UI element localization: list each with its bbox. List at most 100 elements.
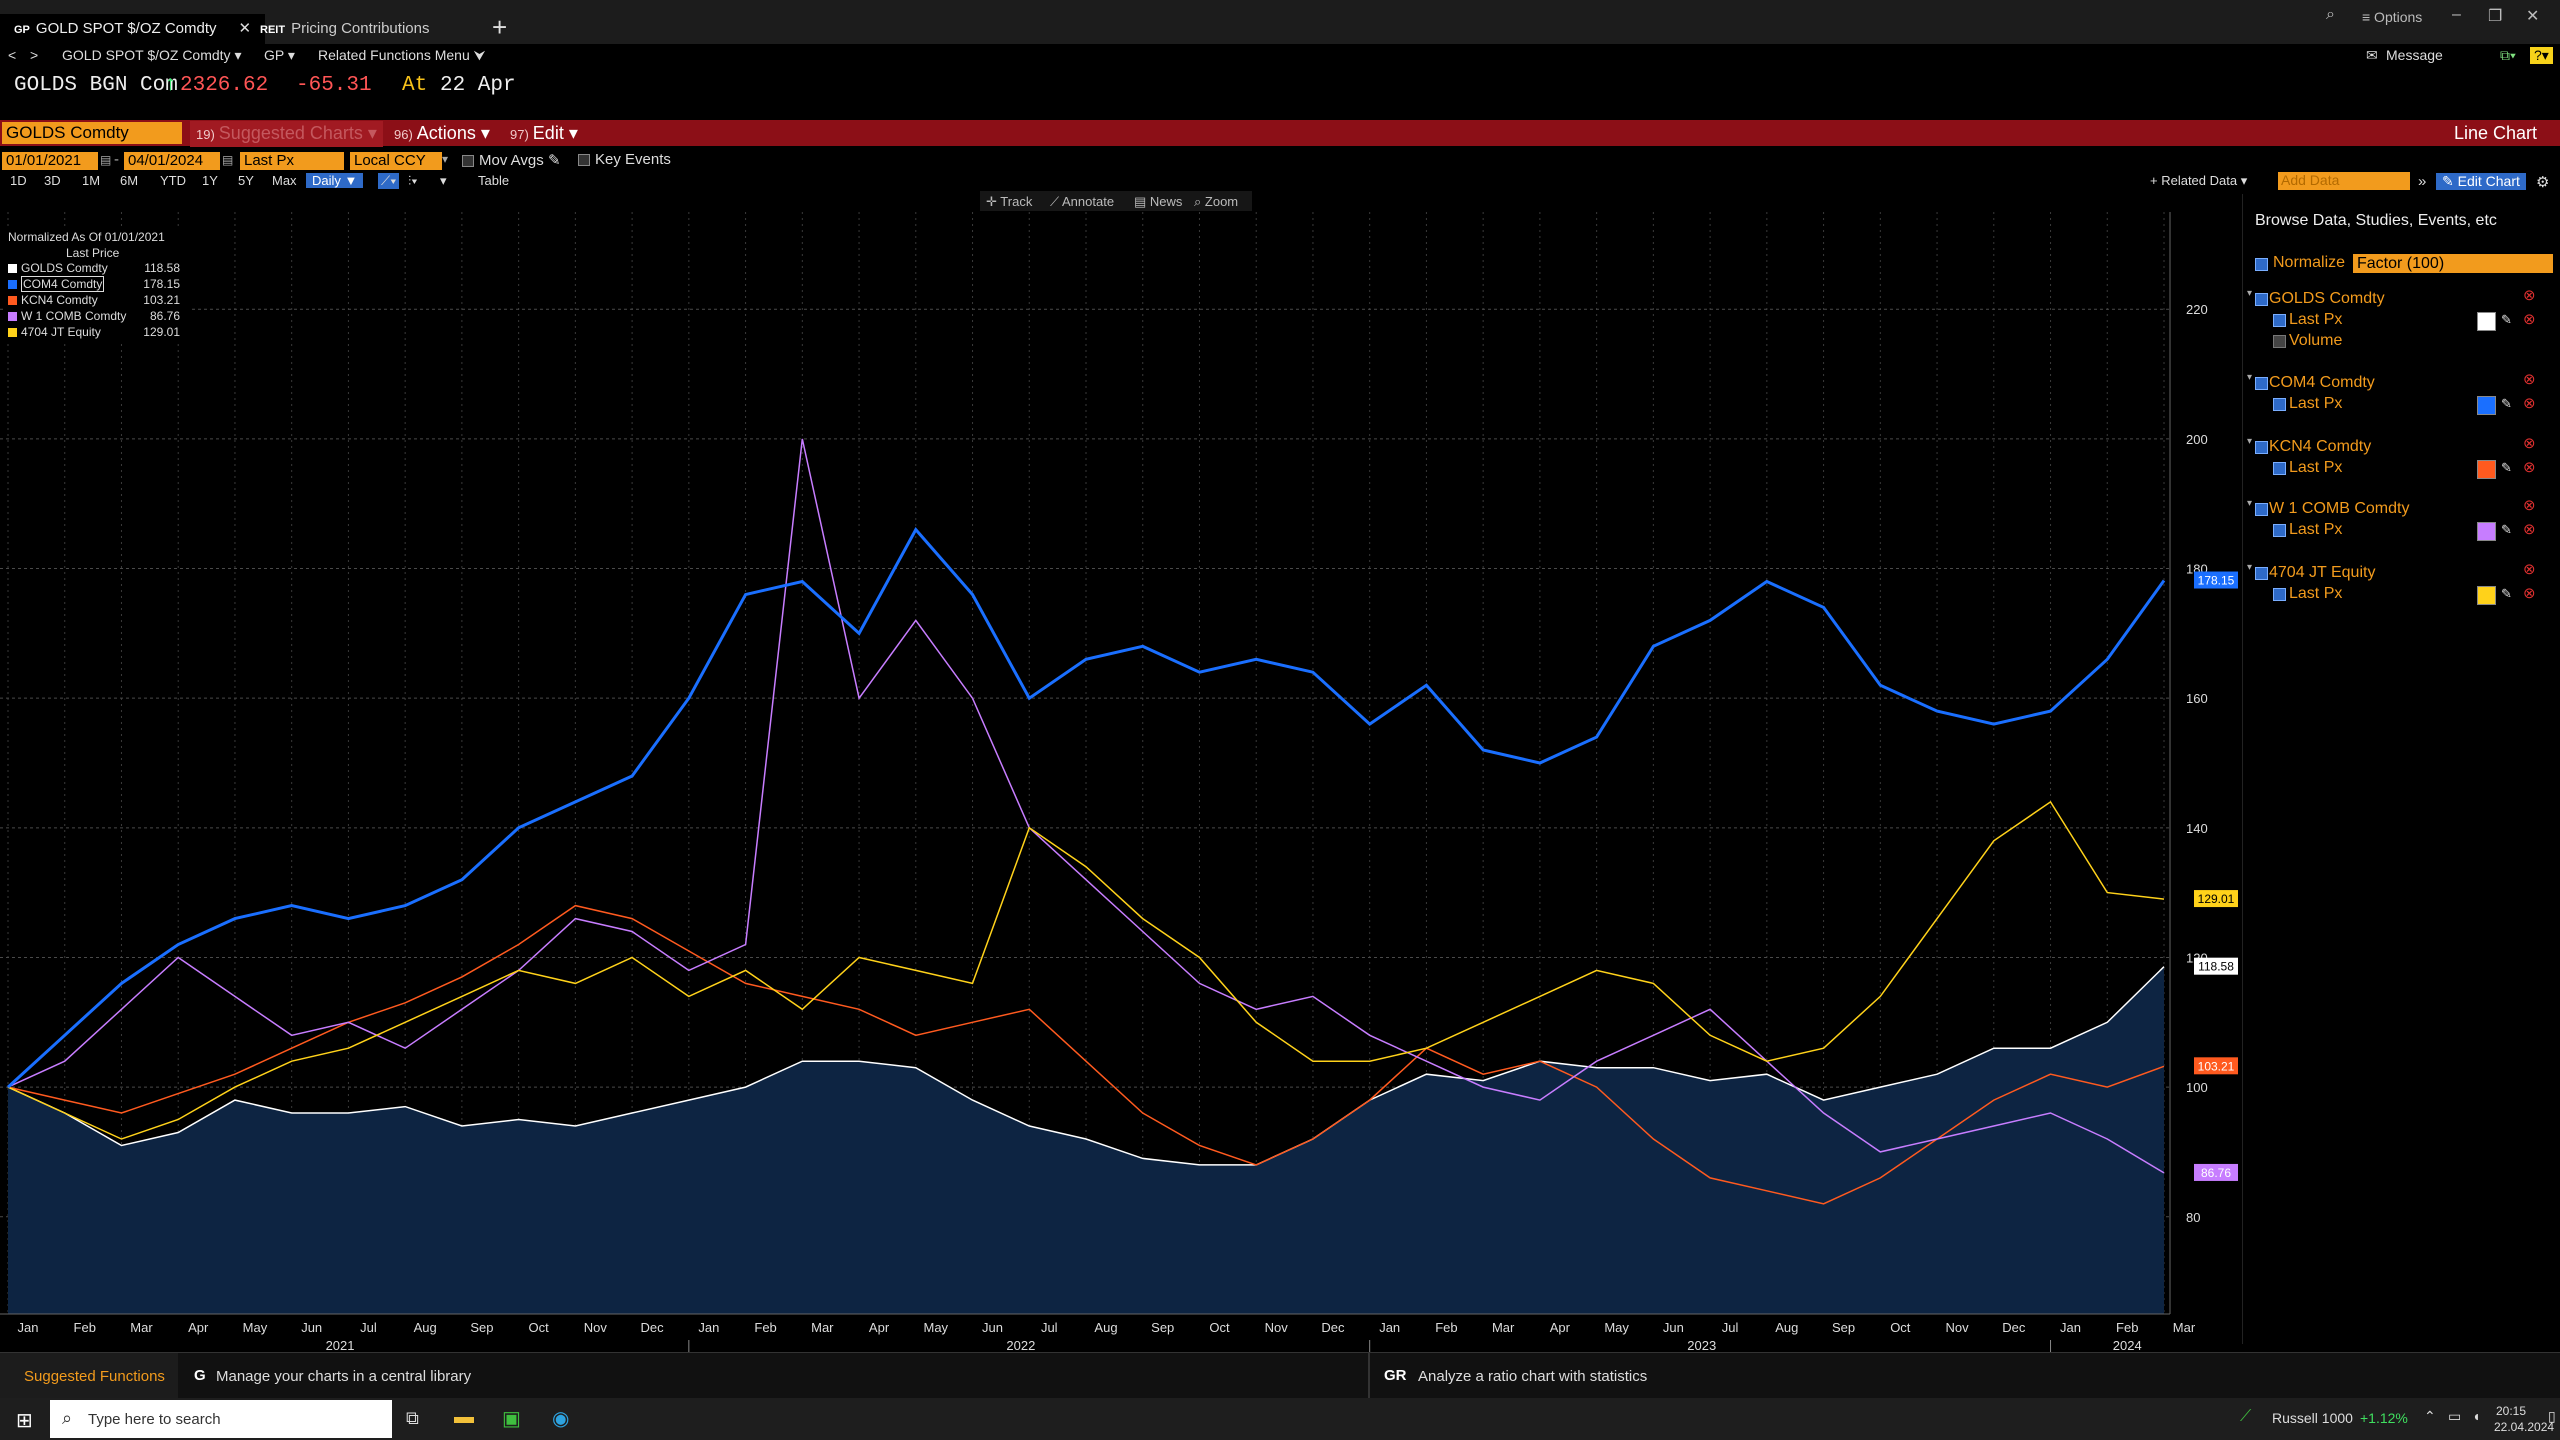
field-checkbox[interactable] xyxy=(2273,335,2286,348)
remove-icon[interactable]: ⊗ xyxy=(2523,459,2536,476)
edit-button[interactable]: 97) Edit ▾ xyxy=(510,123,578,143)
remove-icon[interactable]: ⊗ xyxy=(2523,497,2536,514)
checkbox-icon[interactable] xyxy=(578,154,590,167)
related-functions-menu[interactable]: Related Functions Menu ⮟ xyxy=(318,47,486,63)
collapse-icon[interactable]: ▾ xyxy=(2247,436,2253,447)
security-checkbox[interactable] xyxy=(2255,567,2268,580)
options-button[interactable]: ≡ Options xyxy=(2362,9,2423,25)
taskbar-search[interactable]: ⌕ Type here to search xyxy=(50,1400,392,1438)
launch-icon[interactable]: ⧉▾ xyxy=(2500,47,2516,63)
field-checkbox[interactable] xyxy=(2273,524,2286,537)
calendar-icon[interactable]: ▤ xyxy=(100,153,112,167)
function-tip[interactable]: Manage your charts in a central library xyxy=(216,1368,472,1385)
notification-icon[interactable]: ▯ xyxy=(2548,1408,2556,1424)
function-key[interactable]: G xyxy=(194,1367,206,1384)
security-checkbox[interactable] xyxy=(2255,441,2268,454)
news-tool[interactable]: ▤ News xyxy=(1134,194,1182,210)
factor-input[interactable]: Factor (100) xyxy=(2353,254,2553,273)
collapse-icon[interactable]: ▾ xyxy=(2247,562,2253,573)
color-swatch[interactable] xyxy=(2477,522,2496,541)
pencil-icon[interactable]: ✎ xyxy=(2501,522,2512,537)
calendar-icon[interactable]: ▤ xyxy=(222,153,234,167)
range-button[interactable]: YTD xyxy=(160,173,186,188)
series-line-golds-comdty[interactable] xyxy=(7,966,2165,1166)
mov-avgs-toggle[interactable]: Mov Avgs ✎ xyxy=(462,151,561,169)
range-button[interactable]: 1Y xyxy=(202,173,218,188)
double-chevron-icon[interactable]: » xyxy=(2418,173,2427,190)
key-events-toggle[interactable]: Key Events xyxy=(578,151,671,168)
remove-icon[interactable]: ⊗ xyxy=(2523,585,2536,602)
series-line-4704-jt-equity[interactable] xyxy=(7,800,2165,1140)
search-icon[interactable]: ⌕ xyxy=(2326,6,2335,23)
field-selector[interactable]: Last Px xyxy=(240,152,344,170)
function-key[interactable]: GR xyxy=(1384,1367,1407,1384)
related-data-button[interactable]: + Related Data ▾ xyxy=(2150,173,2248,188)
clock-date[interactable]: 22.04.2024 xyxy=(2494,1420,2555,1434)
field-name[interactable]: Last Px xyxy=(2289,521,2343,538)
chevron-down-icon[interactable]: ▾ xyxy=(440,173,447,188)
series-line-com4-comdty[interactable] xyxy=(6,526,2166,1089)
field-checkbox[interactable] xyxy=(2273,462,2286,475)
suggested-charts-button[interactable]: 19) Suggested Charts ▾ xyxy=(190,121,383,147)
stock-widget-icon[interactable]: ⟋ xyxy=(2240,1408,2252,1425)
function-selector[interactable]: GP ▾ xyxy=(264,47,295,63)
remove-icon[interactable]: ⊗ xyxy=(2523,287,2536,304)
range-button[interactable]: Max xyxy=(272,173,297,188)
suggested-functions-label[interactable]: Suggested Functions xyxy=(24,1368,165,1385)
color-swatch[interactable] xyxy=(2477,312,2496,331)
back-icon[interactable]: < xyxy=(8,47,17,63)
color-swatch[interactable] xyxy=(2477,586,2496,605)
minimize-icon[interactable]: – xyxy=(2452,6,2461,23)
field-name[interactable]: Last Px xyxy=(2289,585,2343,602)
pencil-icon[interactable]: ✎ xyxy=(547,152,561,169)
remove-icon[interactable]: ⊗ xyxy=(2523,371,2536,388)
display-icon[interactable]: ▭ xyxy=(2448,1408,2462,1424)
tab-pricing-contributions[interactable]: REIT Pricing Contributions xyxy=(246,14,443,44)
collapse-icon[interactable]: ▾ xyxy=(2247,288,2253,299)
volume-icon[interactable]: ◖ xyxy=(2472,1408,2481,1424)
start-date-input[interactable]: 01/01/2021 xyxy=(2,152,98,170)
security-selector[interactable]: GOLD SPOT $/OZ Comdty ▾ xyxy=(62,47,242,63)
annotate-tool[interactable]: ⟋ Annotate xyxy=(1050,194,1114,210)
pencil-icon[interactable]: ✎ xyxy=(2501,396,2512,411)
forward-icon[interactable]: > xyxy=(30,47,39,63)
pencil-icon[interactable]: ✎ xyxy=(2501,586,2512,601)
add-data-input[interactable]: Add Data xyxy=(2278,172,2410,190)
checkbox-icon[interactable] xyxy=(462,155,474,168)
edge-browser-icon[interactable]: ◉ xyxy=(552,1408,570,1430)
zoom-tool[interactable]: ⌕ Zoom xyxy=(1194,194,1238,210)
range-button[interactable]: 1M xyxy=(82,173,101,188)
field-name[interactable]: Last Px xyxy=(2289,311,2343,328)
security-checkbox[interactable] xyxy=(2255,293,2268,306)
function-tip[interactable]: Analyze a ratio chart with statistics xyxy=(1418,1368,1648,1385)
close-icon[interactable]: ✕ xyxy=(238,20,252,37)
color-swatch[interactable] xyxy=(2477,396,2496,415)
field-name[interactable]: Volume xyxy=(2289,332,2343,349)
track-tool[interactable]: ✛ Track xyxy=(986,194,1032,210)
field-checkbox[interactable] xyxy=(2273,398,2286,411)
tab-gold-spot[interactable]: GP GOLD SPOT $/OZ Comdty ✕ xyxy=(0,14,266,44)
remove-icon[interactable]: ⊗ xyxy=(2523,561,2536,578)
field-name[interactable]: Last Px xyxy=(2289,459,2343,476)
collapse-icon[interactable]: ▾ xyxy=(2247,498,2253,509)
gear-icon[interactable]: ⚙ xyxy=(2536,174,2550,191)
color-swatch[interactable] xyxy=(2477,460,2496,479)
pencil-icon[interactable]: ✎ xyxy=(2501,460,2512,475)
windows-start-icon[interactable]: ⊞ xyxy=(16,1410,33,1432)
tray-chevron-icon[interactable]: ⌃ xyxy=(2424,1408,2436,1424)
line-style-icon[interactable]: ⟋▾ xyxy=(378,173,400,189)
add-tab-icon[interactable]: + xyxy=(492,12,508,42)
remove-icon[interactable]: ⊗ xyxy=(2523,435,2536,452)
bloomberg-app-icon[interactable]: ▣ xyxy=(502,1408,521,1430)
help-icon[interactable]: ?▾ xyxy=(2530,47,2553,64)
task-view-icon[interactable]: ⧉ xyxy=(406,1408,419,1428)
security-name[interactable]: 4704 JT Equity xyxy=(2269,564,2376,581)
index-name[interactable]: Russell 1000 xyxy=(2272,1410,2353,1426)
table-button[interactable]: Table xyxy=(478,173,510,188)
frequency-selector[interactable]: Daily ▼ xyxy=(306,173,364,188)
range-button[interactable]: 5Y xyxy=(238,173,254,188)
remove-icon[interactable]: ⊗ xyxy=(2523,521,2536,538)
chevron-down-icon[interactable]: ▾ xyxy=(442,152,449,166)
range-button[interactable]: 3D xyxy=(44,173,61,188)
message-button[interactable]: Message xyxy=(2386,47,2443,63)
